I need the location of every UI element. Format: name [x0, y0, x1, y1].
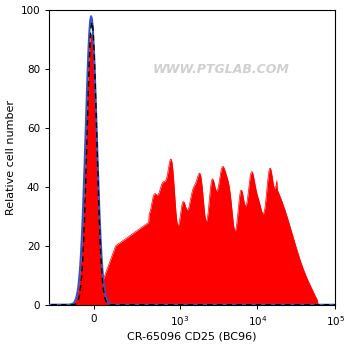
Text: WWW.PTGLAB.COM: WWW.PTGLAB.COM — [152, 63, 289, 76]
Y-axis label: Relative cell number: Relative cell number — [6, 100, 16, 215]
X-axis label: CR-65096 CD25 (BC96): CR-65096 CD25 (BC96) — [127, 332, 257, 342]
